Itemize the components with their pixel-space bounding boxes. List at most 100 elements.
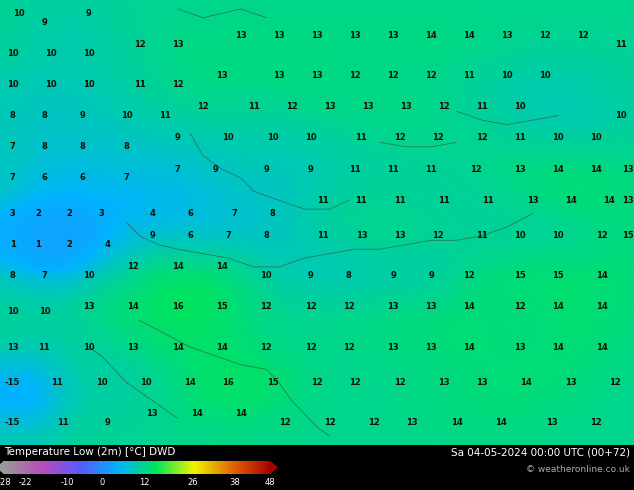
- Text: 26: 26: [188, 478, 198, 487]
- Bar: [21, 461, 22, 474]
- Bar: [53, 461, 54, 474]
- Bar: [73, 461, 74, 474]
- Text: 13: 13: [273, 71, 285, 80]
- Bar: [241, 461, 242, 474]
- Bar: [137, 461, 138, 474]
- Bar: [117, 461, 119, 474]
- Text: 16: 16: [172, 302, 183, 312]
- Bar: [239, 461, 240, 474]
- Text: 11: 11: [356, 196, 367, 205]
- Bar: [32, 461, 33, 474]
- Bar: [193, 461, 194, 474]
- Bar: [29, 461, 30, 474]
- Bar: [79, 461, 81, 474]
- Text: Sa 04-05-2024 00:00 UTC (00+72): Sa 04-05-2024 00:00 UTC (00+72): [451, 447, 630, 457]
- Text: 12: 12: [311, 378, 323, 387]
- Bar: [55, 461, 56, 474]
- Text: 12: 12: [343, 343, 354, 351]
- Bar: [238, 461, 239, 474]
- Bar: [97, 461, 98, 474]
- Text: 13: 13: [362, 102, 373, 111]
- Text: 9: 9: [105, 418, 111, 427]
- Bar: [233, 461, 234, 474]
- Text: 9: 9: [86, 9, 92, 18]
- Bar: [126, 461, 127, 474]
- Text: 14: 14: [172, 343, 183, 351]
- Text: 13: 13: [406, 418, 418, 427]
- Bar: [130, 461, 131, 474]
- Bar: [46, 461, 48, 474]
- Text: 13: 13: [235, 31, 247, 40]
- Text: 10: 10: [305, 133, 316, 143]
- Text: 9: 9: [41, 18, 48, 27]
- Bar: [131, 461, 132, 474]
- Bar: [138, 461, 139, 474]
- Bar: [235, 461, 236, 474]
- Bar: [200, 461, 201, 474]
- Text: 6: 6: [187, 209, 193, 218]
- Bar: [57, 461, 58, 474]
- Bar: [54, 461, 55, 474]
- Bar: [199, 461, 200, 474]
- Text: 10: 10: [83, 80, 94, 89]
- Bar: [253, 461, 254, 474]
- Bar: [177, 461, 178, 474]
- Bar: [26, 461, 27, 474]
- Bar: [176, 461, 177, 474]
- Text: 10: 10: [7, 307, 18, 316]
- Text: 13: 13: [514, 343, 526, 351]
- Bar: [236, 461, 237, 474]
- Bar: [89, 461, 90, 474]
- Bar: [123, 461, 124, 474]
- Bar: [113, 461, 114, 474]
- Bar: [15, 461, 16, 474]
- Bar: [4, 461, 5, 474]
- Bar: [266, 461, 268, 474]
- Bar: [268, 461, 269, 474]
- Text: 13: 13: [400, 102, 411, 111]
- Text: 14: 14: [552, 302, 564, 312]
- Text: 8: 8: [346, 271, 352, 280]
- Bar: [25, 461, 26, 474]
- Text: 10: 10: [13, 9, 25, 18]
- Bar: [95, 461, 96, 474]
- Text: 11: 11: [58, 418, 69, 427]
- Text: 14: 14: [235, 409, 247, 418]
- Bar: [48, 461, 49, 474]
- Bar: [14, 461, 15, 474]
- Bar: [202, 461, 203, 474]
- Text: 10: 10: [223, 133, 234, 143]
- Bar: [203, 461, 204, 474]
- Bar: [100, 461, 101, 474]
- Text: 12: 12: [425, 71, 437, 80]
- Text: 13: 13: [216, 71, 228, 80]
- Bar: [5, 461, 6, 474]
- Bar: [141, 461, 142, 474]
- Text: 9: 9: [428, 271, 434, 280]
- Bar: [240, 461, 241, 474]
- Bar: [186, 461, 188, 474]
- Text: 6: 6: [187, 231, 193, 240]
- Text: 9: 9: [390, 271, 396, 280]
- Text: 1: 1: [35, 240, 41, 249]
- Bar: [36, 461, 37, 474]
- Text: 14: 14: [425, 31, 437, 40]
- Bar: [175, 461, 176, 474]
- Text: 0: 0: [100, 478, 105, 487]
- Text: 14: 14: [127, 302, 139, 312]
- Bar: [269, 461, 270, 474]
- Text: 11: 11: [51, 378, 63, 387]
- Bar: [198, 461, 199, 474]
- Bar: [50, 461, 51, 474]
- Bar: [146, 461, 148, 474]
- Bar: [110, 461, 112, 474]
- Text: 10: 10: [552, 231, 564, 240]
- Text: 3: 3: [98, 209, 105, 218]
- Bar: [37, 461, 39, 474]
- Text: 10: 10: [514, 231, 526, 240]
- Bar: [262, 461, 263, 474]
- Bar: [125, 461, 126, 474]
- Text: 8: 8: [79, 142, 86, 151]
- Bar: [23, 461, 24, 474]
- Text: 38: 38: [230, 478, 240, 487]
